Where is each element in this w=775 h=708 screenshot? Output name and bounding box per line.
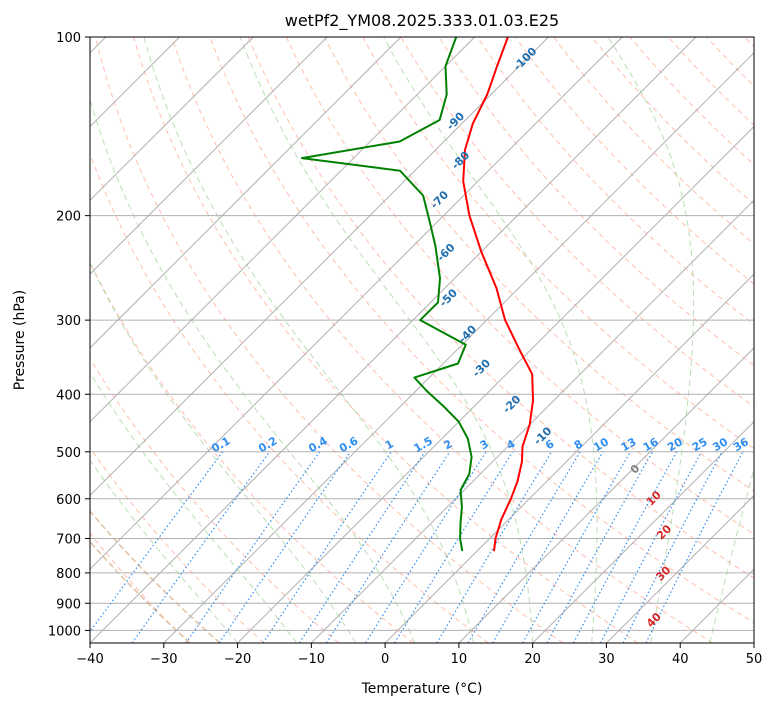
chart-title: wetPf2_YM08.2025.333.01.03.E25 [285,11,559,31]
x-tick-label: −10 [298,652,325,667]
mixing-ratio-line [185,451,321,643]
x-tick-label: −30 [150,652,177,667]
isobars [90,37,754,631]
y-tick-label: 600 [56,493,81,508]
isotherm-line [90,37,254,202]
series-lines [300,37,534,552]
moist-adiabat-line [90,459,238,643]
plot-area: 0.1 0.2 0.4 0.6 1 1.5 2 3 4 6 8 10 13 16 20 25 30 36 -100… [90,37,754,643]
isotherm-line [606,494,754,643]
mixing-ratio-line [218,451,351,643]
moist-adiabat-line [383,37,598,643]
y-tick-label: 700 [56,533,81,548]
dry-adiabat-line [90,532,190,643]
y-axis-label: Pressure (hPa) [12,290,28,390]
isotherm-line [90,37,549,497]
moist-adiabat-line [709,466,754,643]
isotherm-line [90,37,697,643]
mixing-ratio-line [299,451,426,643]
isotherm-line [90,37,623,570]
isotherm-line [90,37,402,349]
mixing-ratio-line [600,451,703,643]
y-axis: 100 200 300 400 500 600 700 800 900 1000 [48,31,90,639]
isotherm-line [237,125,754,643]
moist-adiabat-line [143,37,475,643]
x-tick-label: −20 [224,652,251,667]
dry-adiabat-line [476,37,754,326]
mixing-ratio-line [645,451,744,643]
dry-adiabat-line [94,37,564,643]
y-tick-label: 100 [56,31,81,46]
dry-adiabat-line [171,37,713,643]
x-tick-label: 30 [598,652,615,667]
x-tick-label: 40 [672,652,689,667]
isotherm-line [90,37,328,275]
mixing-ratio-line [546,451,654,643]
mixing-ratio-line [262,451,392,643]
isotherm-line [90,37,476,423]
dry-adiabat-line [90,152,489,643]
x-axis-label: Temperature (°C) [361,681,483,697]
dry-adiabat-line [247,37,754,579]
y-tick-label: 800 [56,567,81,582]
isotherm-line [384,273,754,643]
mixing-ratio-line [436,451,553,643]
dry-adiabats [90,37,754,643]
plot-frame [89,36,755,644]
x-axis: −40 −30 −20 −10 0 10 20 30 40 50 [76,643,762,667]
dry-adiabat-line [209,37,754,624]
dewpoint-line [300,37,473,552]
moist-adiabat-line [90,261,357,643]
x-tick-label: 0 [381,652,389,667]
mixing-ratio-line [572,451,678,643]
y-tick-label: 400 [56,388,81,403]
dry-adiabat-line [514,37,754,285]
mixing-ratio-line [522,451,631,643]
mixing-ratio-line [365,451,487,643]
x-tick-label: 50 [746,652,763,667]
moist-adiabat-line [90,371,298,643]
x-tick-label: −40 [76,652,103,667]
x-tick-label: 10 [451,652,468,667]
moist-adiabat-line [607,37,694,643]
moist-adiabat-line [239,37,534,643]
y-tick-label: 500 [56,446,81,461]
y-tick-label: 900 [56,597,81,612]
dry-adiabat-line [90,357,339,643]
dry-adiabat-line [133,37,639,643]
mixing-ratio-line [90,451,224,633]
isotherms [90,37,754,643]
isotherm-line [458,347,754,643]
dry-adiabat-line [362,37,754,450]
y-tick-label: 300 [56,314,81,329]
temperature-line [462,37,534,552]
isotherm-line [532,420,754,643]
y-tick-label: 1000 [48,624,81,639]
y-tick-label: 200 [56,210,81,225]
isotherm-line [310,199,754,643]
mixing-ratio-line [131,451,271,643]
dry-adiabat-line [400,37,754,408]
mixing-ratio-line [325,451,451,643]
x-tick-label: 20 [524,652,541,667]
isotherm-line [163,52,754,643]
